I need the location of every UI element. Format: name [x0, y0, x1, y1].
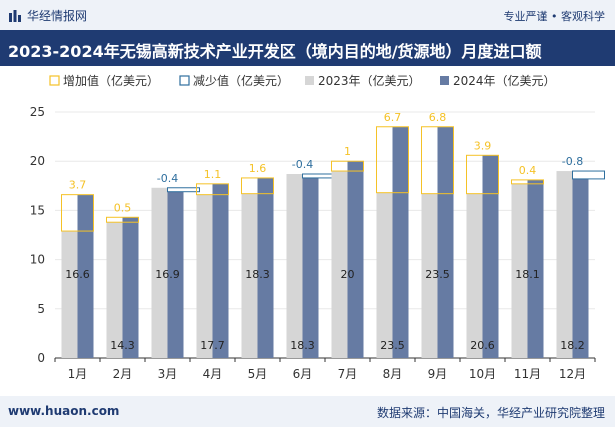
change-box [302, 173, 335, 179]
change-box [331, 160, 364, 172]
x-tick-label: 9月 [428, 367, 448, 381]
value-label-2024: 16.6 [65, 268, 90, 281]
change-label: -0.8 [562, 155, 583, 168]
legend-label-1: 增加值（亿美元） [63, 73, 159, 88]
chart-title: 2023-2024年无锡高新技术产业开发区（境内目的地/货源地）月度进口额 [8, 42, 542, 61]
brand: 华经情报网 [8, 7, 87, 24]
bar-2024 [482, 155, 499, 358]
brand-name: 华经情报网 [27, 9, 88, 23]
brand-logo-icon [9, 9, 21, 22]
footer-url[interactable]: www.huaon.com [8, 404, 120, 418]
change-box [106, 216, 139, 223]
bar-2023 [286, 173, 303, 358]
top-band: 华经情报网 专业严谨 • 客观科学 [0, 0, 615, 30]
value-label-2024: 17.7 [200, 339, 225, 352]
bar-2023 [151, 187, 168, 358]
value-label-2024: 18.3 [290, 339, 315, 352]
bar-2024 [212, 183, 229, 358]
bar-2024 [527, 179, 544, 358]
legend-swatch-3 [305, 76, 314, 85]
y-tick-label: 0 [37, 351, 45, 365]
change-label: 0.4 [519, 164, 537, 177]
change-box [376, 126, 409, 194]
bar-2024 [257, 177, 274, 358]
bar-2023 [61, 231, 78, 358]
change-box [241, 177, 274, 195]
legend-label-3: 2023年（亿美元） [318, 73, 421, 88]
legend-label-2: 减少值（亿美元） [193, 73, 289, 88]
value-label-2024: 23.5 [380, 339, 405, 352]
change-label: -0.4 [292, 158, 313, 171]
change-label: 0.5 [114, 201, 132, 214]
bar-2024 [347, 161, 364, 358]
bar-2023 [331, 171, 348, 358]
bar-2024 [167, 191, 184, 358]
bar-2023 [466, 193, 483, 358]
bar-2023 [106, 222, 123, 358]
y-tick-label: 15 [30, 203, 45, 217]
legend-swatch-4 [440, 76, 449, 85]
x-tick-label: 2月 [113, 367, 133, 381]
legend-swatch-1 [49, 75, 60, 86]
y-tick-label: 10 [30, 253, 45, 267]
change-box [196, 183, 229, 196]
bar-2023 [556, 171, 573, 358]
tagline: 专业严谨 • 客观科学 [503, 10, 605, 23]
value-label-2024: 18.2 [560, 339, 585, 352]
x-tick-label: 11月 [514, 367, 541, 381]
change-box [61, 194, 94, 232]
x-tick-label: 3月 [158, 367, 178, 381]
change-box [167, 187, 200, 193]
change-label: 1 [344, 145, 351, 158]
x-tick-label: 4月 [203, 367, 223, 381]
title-band: 2023-2024年无锡高新技术产业开发区（境内目的地/货源地）月度进口额 [0, 30, 615, 66]
change-label: 1.6 [249, 162, 267, 175]
chart-area: 增加值（亿美元） 减少值（亿美元） 2023年（亿美元） 2024年（亿美元）0510… [30, 73, 605, 381]
bar-2024 [122, 217, 139, 358]
bar-2024 [392, 126, 409, 358]
x-tick-label: 5月 [248, 367, 268, 381]
bar-2023 [196, 194, 213, 358]
x-tick-label: 1月 [68, 367, 88, 381]
legend-swatch-2 [179, 75, 190, 86]
change-label: 1.1 [204, 168, 222, 181]
value-label-2024: 20 [341, 268, 355, 281]
change-box [572, 170, 605, 180]
change-label: 6.7 [384, 111, 402, 124]
bar-2024 [437, 126, 454, 358]
bar-2023 [241, 193, 258, 358]
x-tick-label: 6月 [293, 367, 313, 381]
bar-2023 [376, 192, 393, 358]
legend-label-4: 2024年（亿美元） [453, 73, 556, 88]
x-tick-label: 10月 [469, 367, 496, 381]
change-label: 3.9 [474, 139, 492, 152]
x-tick-label: 8月 [383, 367, 403, 381]
value-label-2024: 18.3 [245, 268, 270, 281]
value-label-2024: 20.6 [470, 339, 495, 352]
bar-2023 [421, 193, 438, 358]
x-tick-label: 7月 [338, 367, 358, 381]
bar-2024 [77, 194, 94, 358]
footer-band: www.huaon.com 数据来源：中国海关，华经产业研究院整理 [0, 396, 615, 427]
value-label-2024: 14.3 [110, 339, 135, 352]
y-tick-label: 25 [30, 105, 45, 119]
footer-source: 数据来源：中国海关，华经产业研究院整理 [376, 406, 605, 420]
bar-2023 [511, 183, 528, 358]
bar-2024 [572, 178, 589, 358]
change-label: 3.7 [69, 179, 87, 192]
value-label-2024: 16.9 [155, 268, 180, 281]
value-label-2024: 18.1 [515, 268, 540, 281]
value-label-2024: 23.5 [425, 268, 450, 281]
bar-2024 [302, 177, 319, 358]
change-box [421, 126, 454, 195]
y-tick-label: 5 [37, 302, 45, 316]
change-box [511, 179, 544, 185]
change-label: 6.8 [429, 111, 447, 124]
change-box [466, 154, 499, 195]
x-tick-label: 12月 [559, 367, 586, 381]
change-label: -0.4 [157, 172, 178, 185]
y-tick-label: 20 [30, 154, 45, 168]
